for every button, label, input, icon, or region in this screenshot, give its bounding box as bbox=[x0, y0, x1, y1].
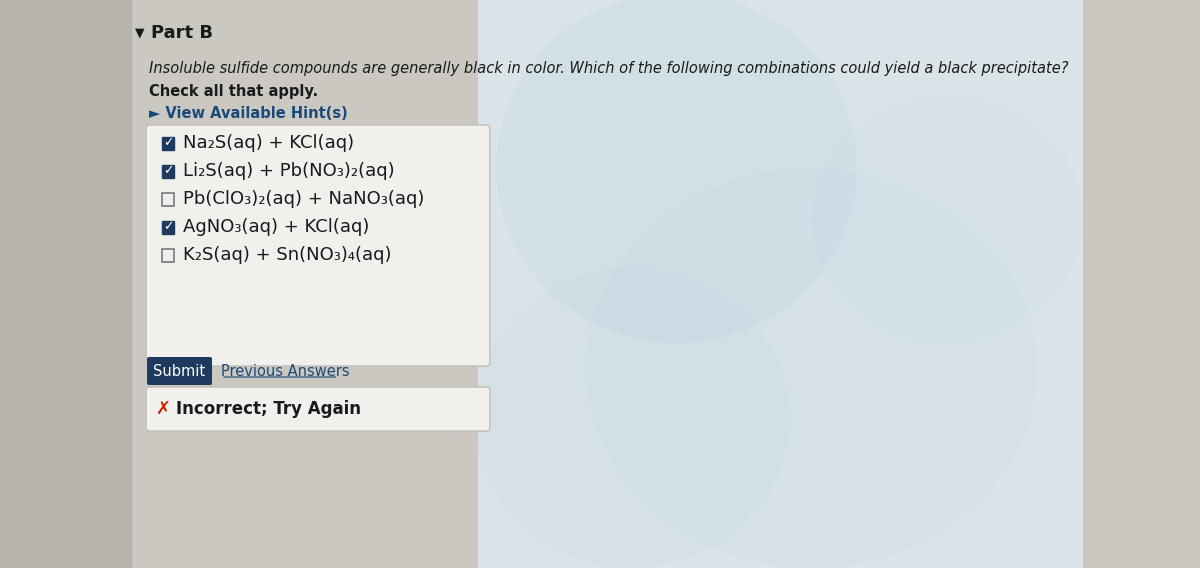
FancyBboxPatch shape bbox=[162, 249, 174, 261]
Ellipse shape bbox=[587, 168, 1038, 568]
Text: Previous Answers: Previous Answers bbox=[221, 364, 349, 378]
FancyBboxPatch shape bbox=[162, 136, 174, 149]
FancyBboxPatch shape bbox=[148, 357, 212, 385]
Bar bbox=[0, 0, 131, 568]
Ellipse shape bbox=[497, 0, 857, 343]
FancyBboxPatch shape bbox=[162, 165, 174, 178]
Text: Insoluble sulfide compounds are generally black in color. Which of the following: Insoluble sulfide compounds are generall… bbox=[149, 61, 1068, 76]
Text: Pb(ClO₃)₂(aq) + NaNO₃(aq): Pb(ClO₃)₂(aq) + NaNO₃(aq) bbox=[184, 190, 425, 208]
Bar bbox=[478, 0, 1082, 568]
Text: Na₂S(aq) + KCl(aq): Na₂S(aq) + KCl(aq) bbox=[184, 134, 354, 152]
Text: Check all that apply.: Check all that apply. bbox=[149, 83, 318, 98]
Text: ✓: ✓ bbox=[163, 220, 174, 233]
Text: ✓: ✓ bbox=[163, 136, 174, 149]
Text: K₂S(aq) + Sn(NO₃)₄(aq): K₂S(aq) + Sn(NO₃)₄(aq) bbox=[184, 246, 391, 264]
FancyBboxPatch shape bbox=[162, 220, 174, 233]
Text: Li₂S(aq) + Pb(NO₃)₂(aq): Li₂S(aq) + Pb(NO₃)₂(aq) bbox=[184, 162, 395, 180]
FancyBboxPatch shape bbox=[146, 387, 490, 431]
Ellipse shape bbox=[812, 93, 1082, 343]
Ellipse shape bbox=[474, 268, 790, 568]
Text: ▼: ▼ bbox=[136, 27, 145, 40]
Text: ► View Available Hint(s): ► View Available Hint(s) bbox=[149, 106, 348, 120]
Text: Part B: Part B bbox=[151, 24, 212, 42]
Text: AgNO₃(aq) + KCl(aq): AgNO₃(aq) + KCl(aq) bbox=[184, 218, 370, 236]
Text: ✗: ✗ bbox=[156, 400, 170, 418]
Text: ✓: ✓ bbox=[163, 165, 174, 178]
Text: Incorrect; Try Again: Incorrect; Try Again bbox=[176, 400, 361, 418]
FancyBboxPatch shape bbox=[146, 125, 490, 366]
Text: Submit: Submit bbox=[154, 364, 205, 378]
FancyBboxPatch shape bbox=[162, 193, 174, 206]
